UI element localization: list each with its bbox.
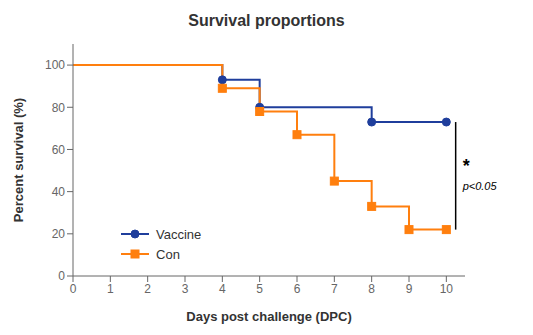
html-text:Vaccine: Vaccine	[156, 226, 202, 242]
svg-text:10: 10	[440, 282, 454, 296]
svg-text:60: 60	[52, 143, 66, 157]
svg-text:6: 6	[294, 282, 301, 296]
svg-text:Percent survival (%): Percent survival (%)	[11, 98, 26, 222]
svg-text:p<0.05: p<0.05	[462, 180, 498, 192]
svg-text:8: 8	[368, 282, 375, 296]
svg-text:5: 5	[256, 282, 263, 296]
svg-text:100: 100	[45, 58, 65, 72]
svg-text:20: 20	[52, 227, 66, 241]
svg-text:Days post challenge (DPC): Days post challenge (DPC)	[186, 309, 351, 324]
svg-text:3: 3	[182, 282, 189, 296]
svg-text:80: 80	[52, 101, 66, 115]
svg-text:1: 1	[107, 282, 114, 296]
svg-text:0: 0	[70, 282, 77, 296]
svg-text:4: 4	[219, 282, 226, 296]
svg-text:40: 40	[52, 185, 66, 199]
html-text:Survival proportions: Survival proportions	[188, 12, 345, 29]
svg-text:2: 2	[144, 282, 151, 296]
html-text:Con: Con	[156, 246, 180, 262]
svg-text:0: 0	[58, 269, 65, 283]
svg-text:9: 9	[406, 282, 413, 296]
svg-text:*: *	[463, 156, 470, 176]
svg-text:7: 7	[331, 282, 338, 296]
